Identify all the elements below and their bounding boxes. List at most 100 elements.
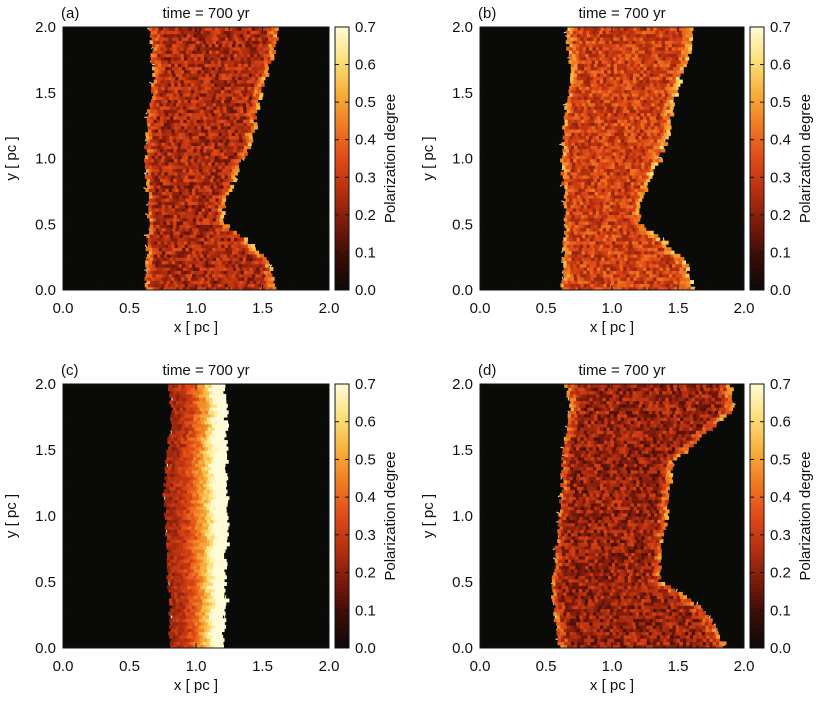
x-tick-label: 0.0 bbox=[470, 658, 491, 675]
y-tick-label: 1.5 bbox=[35, 442, 56, 459]
colorbar-tick-label: 0.1 bbox=[770, 244, 791, 261]
y-tick-label: 0.0 bbox=[35, 282, 56, 299]
colorbar-tick-label: 0.4 bbox=[355, 132, 376, 149]
colorbar-label: Polarization degree bbox=[797, 451, 814, 580]
colorbar-tick-label: 0.5 bbox=[770, 94, 791, 111]
y-tick-label: 1.5 bbox=[452, 442, 473, 459]
y-tick-label: 0.0 bbox=[452, 282, 473, 299]
y-tick-label: 2.0 bbox=[452, 376, 473, 393]
x-axis-label: x [ pc ] bbox=[174, 677, 218, 694]
colorbar-tick-label: 0.2 bbox=[770, 565, 791, 582]
colorbar-tick-label: 0.4 bbox=[770, 489, 791, 506]
x-tick-label: 0.0 bbox=[470, 300, 491, 317]
colorbar-tick-label: 0.3 bbox=[770, 527, 791, 544]
y-axis-label: y [ pc ] bbox=[420, 136, 437, 180]
colorbar-tick-label: 0.0 bbox=[355, 640, 376, 657]
x-tick-label: 0.0 bbox=[53, 300, 74, 317]
colorbar-tick-label: 0.7 bbox=[770, 376, 791, 393]
y-tick-label: 1.5 bbox=[452, 85, 473, 102]
y-tick-label: 1.0 bbox=[452, 151, 473, 168]
colorbar-tick-label: 0.3 bbox=[355, 169, 376, 186]
colorbar-label: Polarization degree bbox=[382, 94, 399, 223]
panel-title: time = 700 yr bbox=[162, 5, 249, 22]
panel-b: 0.0 0.5 1.0 1.5 2.0 0.0 0.5 1.0 1.5 2.0 x [ pc ] y … bbox=[420, 5, 814, 336]
y-tick-label: 1.5 bbox=[35, 85, 56, 102]
panel-label: (b) bbox=[478, 5, 496, 22]
colorbar-tick-label: 0.4 bbox=[355, 489, 376, 506]
colorbar-tick-label: 0.6 bbox=[770, 414, 791, 431]
y-tick-label: 0.0 bbox=[452, 640, 473, 657]
colorbar-label: Polarization degree bbox=[382, 451, 399, 580]
x-tick-label: 0.0 bbox=[53, 658, 74, 675]
colorbar-tick-label: 0.1 bbox=[355, 602, 376, 619]
colorbar-tick-label: 0.5 bbox=[355, 451, 376, 468]
x-tick-label: 1.0 bbox=[186, 300, 207, 317]
y-axis-label: y [ pc ] bbox=[420, 494, 437, 538]
y-tick-label: 2.0 bbox=[35, 376, 56, 393]
colorbar-tick-label: 0.0 bbox=[770, 282, 791, 299]
colorbar-tick-label: 0.0 bbox=[770, 640, 791, 657]
colorbar-tick-label: 0.5 bbox=[355, 94, 376, 111]
y-tick-label: 0.5 bbox=[35, 574, 56, 591]
x-tick-label: 1.5 bbox=[668, 300, 689, 317]
colorbar-tick-label: 0.2 bbox=[770, 207, 791, 224]
colorbar-tick-label: 0.7 bbox=[355, 376, 376, 393]
x-tick-label: 2.0 bbox=[319, 658, 340, 675]
x-tick-label: 2.0 bbox=[734, 658, 755, 675]
x-tick-label: 1.5 bbox=[252, 658, 273, 675]
colorbar-tick-label: 0.1 bbox=[770, 602, 791, 619]
x-axis-label: x [ pc ] bbox=[174, 319, 218, 336]
colorbar bbox=[334, 26, 350, 291]
y-axis-label: y [ pc ] bbox=[3, 494, 20, 538]
y-tick-label: 0.5 bbox=[452, 216, 473, 233]
polarization-map bbox=[162, 384, 230, 648]
panel-d: 0.0 0.5 1.0 1.5 2.0 0.0 0.5 1.0 1.5 2.0 x [ pc ] y … bbox=[420, 362, 814, 694]
colorbar-tick-label: 0.6 bbox=[355, 57, 376, 74]
x-tick-label: 2.0 bbox=[319, 300, 340, 317]
x-tick-label: 1.5 bbox=[668, 658, 689, 675]
colorbar-tick-label: 0.2 bbox=[355, 207, 376, 224]
y-tick-label: 1.0 bbox=[35, 508, 56, 525]
colorbar-tick-label: 0.6 bbox=[770, 57, 791, 74]
x-tick-label: 0.5 bbox=[119, 300, 140, 317]
colorbar bbox=[749, 26, 765, 291]
x-tick-label: 0.5 bbox=[536, 658, 557, 675]
x-tick-label: 1.5 bbox=[252, 300, 273, 317]
y-axis-label: y [ pc ] bbox=[3, 136, 20, 180]
colorbar-tick-label: 0.0 bbox=[355, 282, 376, 299]
colorbar-tick-label: 0.7 bbox=[355, 19, 376, 36]
polarization-map bbox=[559, 27, 696, 290]
y-tick-label: 1.0 bbox=[452, 508, 473, 525]
y-tick-label: 1.0 bbox=[35, 151, 56, 168]
colorbar-label: Polarization degree bbox=[797, 94, 814, 223]
colorbar-tick-label: 0.6 bbox=[355, 414, 376, 431]
colorbar-tick-label: 0.2 bbox=[355, 565, 376, 582]
panel-label: (d) bbox=[478, 362, 496, 379]
y-tick-label: 0.5 bbox=[452, 574, 473, 591]
x-tick-label: 0.5 bbox=[536, 300, 557, 317]
colorbar-tick-label: 0.4 bbox=[770, 132, 791, 149]
x-axis-label: x [ pc ] bbox=[590, 319, 634, 336]
panel-label: (a) bbox=[61, 5, 79, 22]
panel-a: 0.0 0.5 1.0 1.5 2.0 0.0 0.5 1.0 1.5 2.0 x [ pc ] y … bbox=[3, 5, 399, 336]
x-tick-label: 1.0 bbox=[602, 658, 623, 675]
panel-title: time = 700 yr bbox=[578, 362, 665, 379]
x-axis-label: x [ pc ] bbox=[590, 677, 634, 694]
colorbar bbox=[334, 383, 350, 649]
colorbar-tick-label: 0.7 bbox=[770, 19, 791, 36]
y-tick-label: 2.0 bbox=[452, 19, 473, 36]
panel-title: time = 700 yr bbox=[578, 5, 665, 22]
colorbar-tick-label: 0.5 bbox=[770, 451, 791, 468]
polarization-map bbox=[143, 27, 279, 290]
colorbar bbox=[749, 383, 765, 649]
panel-c: 0.0 0.5 1.0 1.5 2.0 0.0 0.5 1.0 1.5 2.0 x [ pc ] y … bbox=[3, 362, 399, 694]
x-tick-label: 2.0 bbox=[734, 300, 755, 317]
x-tick-label: 1.0 bbox=[602, 300, 623, 317]
x-tick-label: 0.5 bbox=[119, 658, 140, 675]
colorbar-tick-label: 0.3 bbox=[770, 169, 791, 186]
y-tick-label: 0.5 bbox=[35, 216, 56, 233]
panel-title: time = 700 yr bbox=[162, 362, 249, 379]
colorbar-tick-label: 0.3 bbox=[355, 527, 376, 544]
panel-label: (c) bbox=[61, 362, 79, 379]
